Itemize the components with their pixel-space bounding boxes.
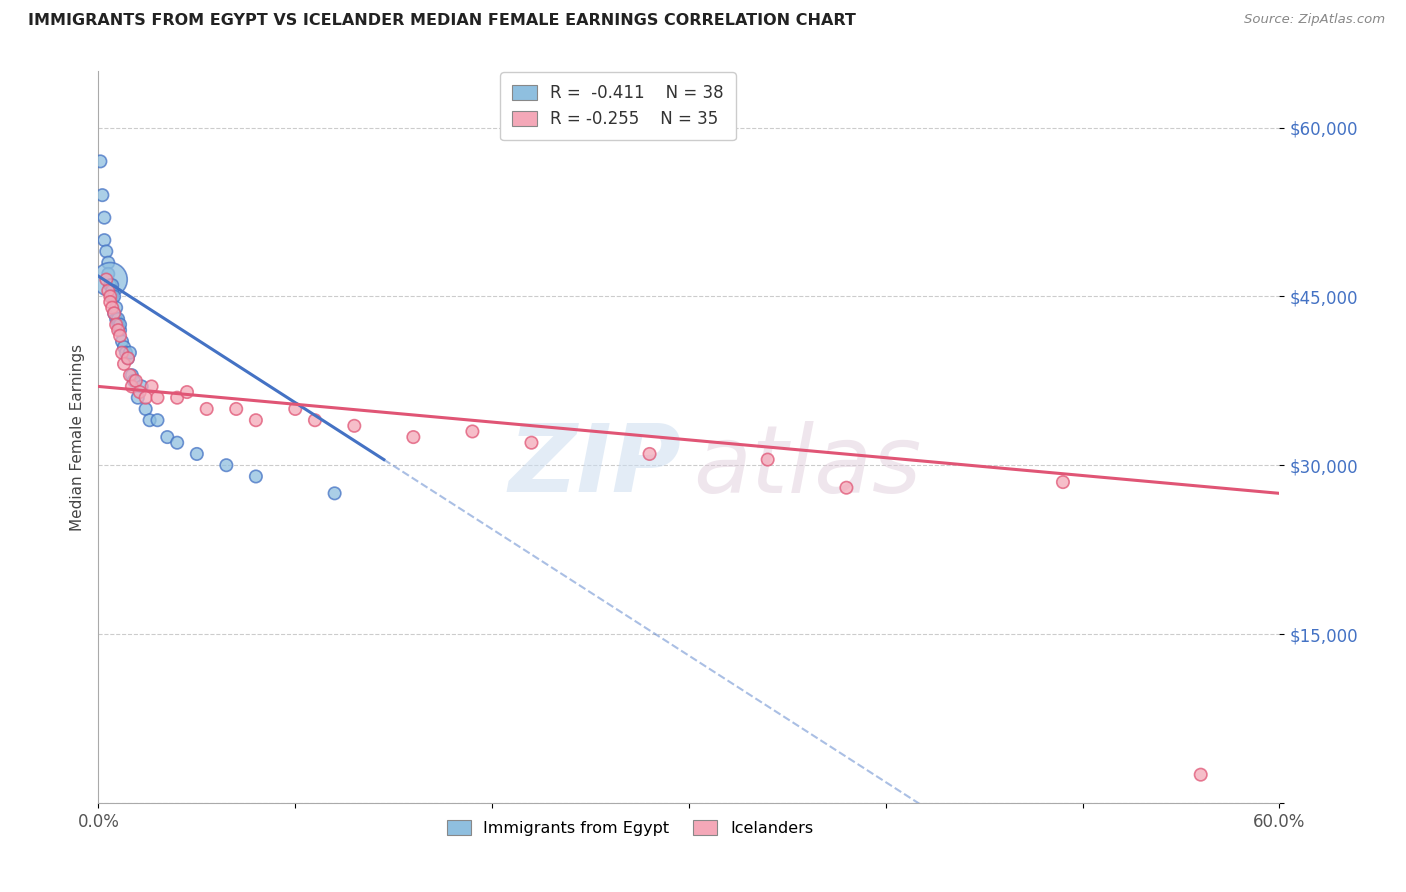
Point: [402, 430, 425, 444]
Y-axis label: Median Female Earnings: Median Female Earnings: [69, 343, 84, 531]
Point: [166, 391, 188, 405]
Point: [117, 351, 139, 366]
Point: [115, 345, 138, 359]
Point: [97, 255, 120, 269]
Point: [1189, 767, 1212, 781]
Point: [225, 401, 247, 416]
Point: [96, 244, 118, 259]
Point: [121, 379, 143, 393]
Point: [131, 379, 153, 393]
Point: [111, 345, 134, 359]
Point: [245, 469, 267, 483]
Point: [117, 351, 139, 366]
Point: [128, 385, 150, 400]
Point: [91, 188, 114, 202]
Text: ZIP: ZIP: [508, 420, 681, 512]
Point: [105, 301, 128, 315]
Point: [118, 368, 141, 383]
Point: [97, 284, 120, 298]
Point: [107, 318, 129, 332]
Point: [186, 447, 208, 461]
Point: [93, 233, 115, 247]
Point: [112, 340, 135, 354]
Point: [93, 211, 115, 225]
Point: [111, 334, 134, 349]
Legend: Immigrants from Egypt, Icelanders: Immigrants from Egypt, Icelanders: [440, 814, 820, 842]
Point: [135, 391, 157, 405]
Point: [105, 312, 128, 326]
Point: [97, 267, 120, 281]
Point: [103, 289, 125, 303]
Point: [1052, 475, 1074, 489]
Point: [141, 379, 163, 393]
Point: [103, 306, 125, 320]
Point: [118, 345, 141, 359]
Point: [108, 318, 131, 332]
Text: IMMIGRANTS FROM EGYPT VS ICELANDER MEDIAN FEMALE EARNINGS CORRELATION CHART: IMMIGRANTS FROM EGYPT VS ICELANDER MEDIA…: [28, 13, 856, 29]
Point: [103, 306, 125, 320]
Point: [112, 357, 135, 371]
Point: [108, 328, 131, 343]
Point: [121, 368, 143, 383]
Point: [101, 278, 124, 293]
Point: [105, 318, 128, 332]
Point: [520, 435, 543, 450]
Point: [323, 486, 346, 500]
Point: [98, 272, 121, 286]
Point: [108, 323, 131, 337]
Point: [304, 413, 326, 427]
Point: [127, 391, 149, 405]
Text: atlas: atlas: [693, 421, 921, 512]
Point: [96, 272, 118, 286]
Point: [638, 447, 661, 461]
Point: [107, 312, 129, 326]
Point: [122, 374, 145, 388]
Point: [98, 295, 121, 310]
Point: [166, 435, 188, 450]
Point: [461, 425, 484, 439]
Point: [125, 374, 148, 388]
Point: [98, 289, 121, 303]
Point: [284, 401, 307, 416]
Point: [156, 430, 179, 444]
Point: [195, 401, 218, 416]
Point: [176, 385, 198, 400]
Point: [343, 418, 366, 433]
Point: [107, 323, 129, 337]
Point: [89, 154, 111, 169]
Point: [245, 413, 267, 427]
Point: [215, 458, 238, 473]
Point: [101, 284, 124, 298]
Point: [146, 391, 169, 405]
Point: [835, 481, 858, 495]
Point: [101, 301, 124, 315]
Point: [98, 278, 121, 293]
Point: [756, 452, 779, 467]
Text: Source: ZipAtlas.com: Source: ZipAtlas.com: [1244, 13, 1385, 27]
Point: [135, 401, 157, 416]
Point: [101, 289, 124, 303]
Point: [146, 413, 169, 427]
Point: [138, 413, 160, 427]
